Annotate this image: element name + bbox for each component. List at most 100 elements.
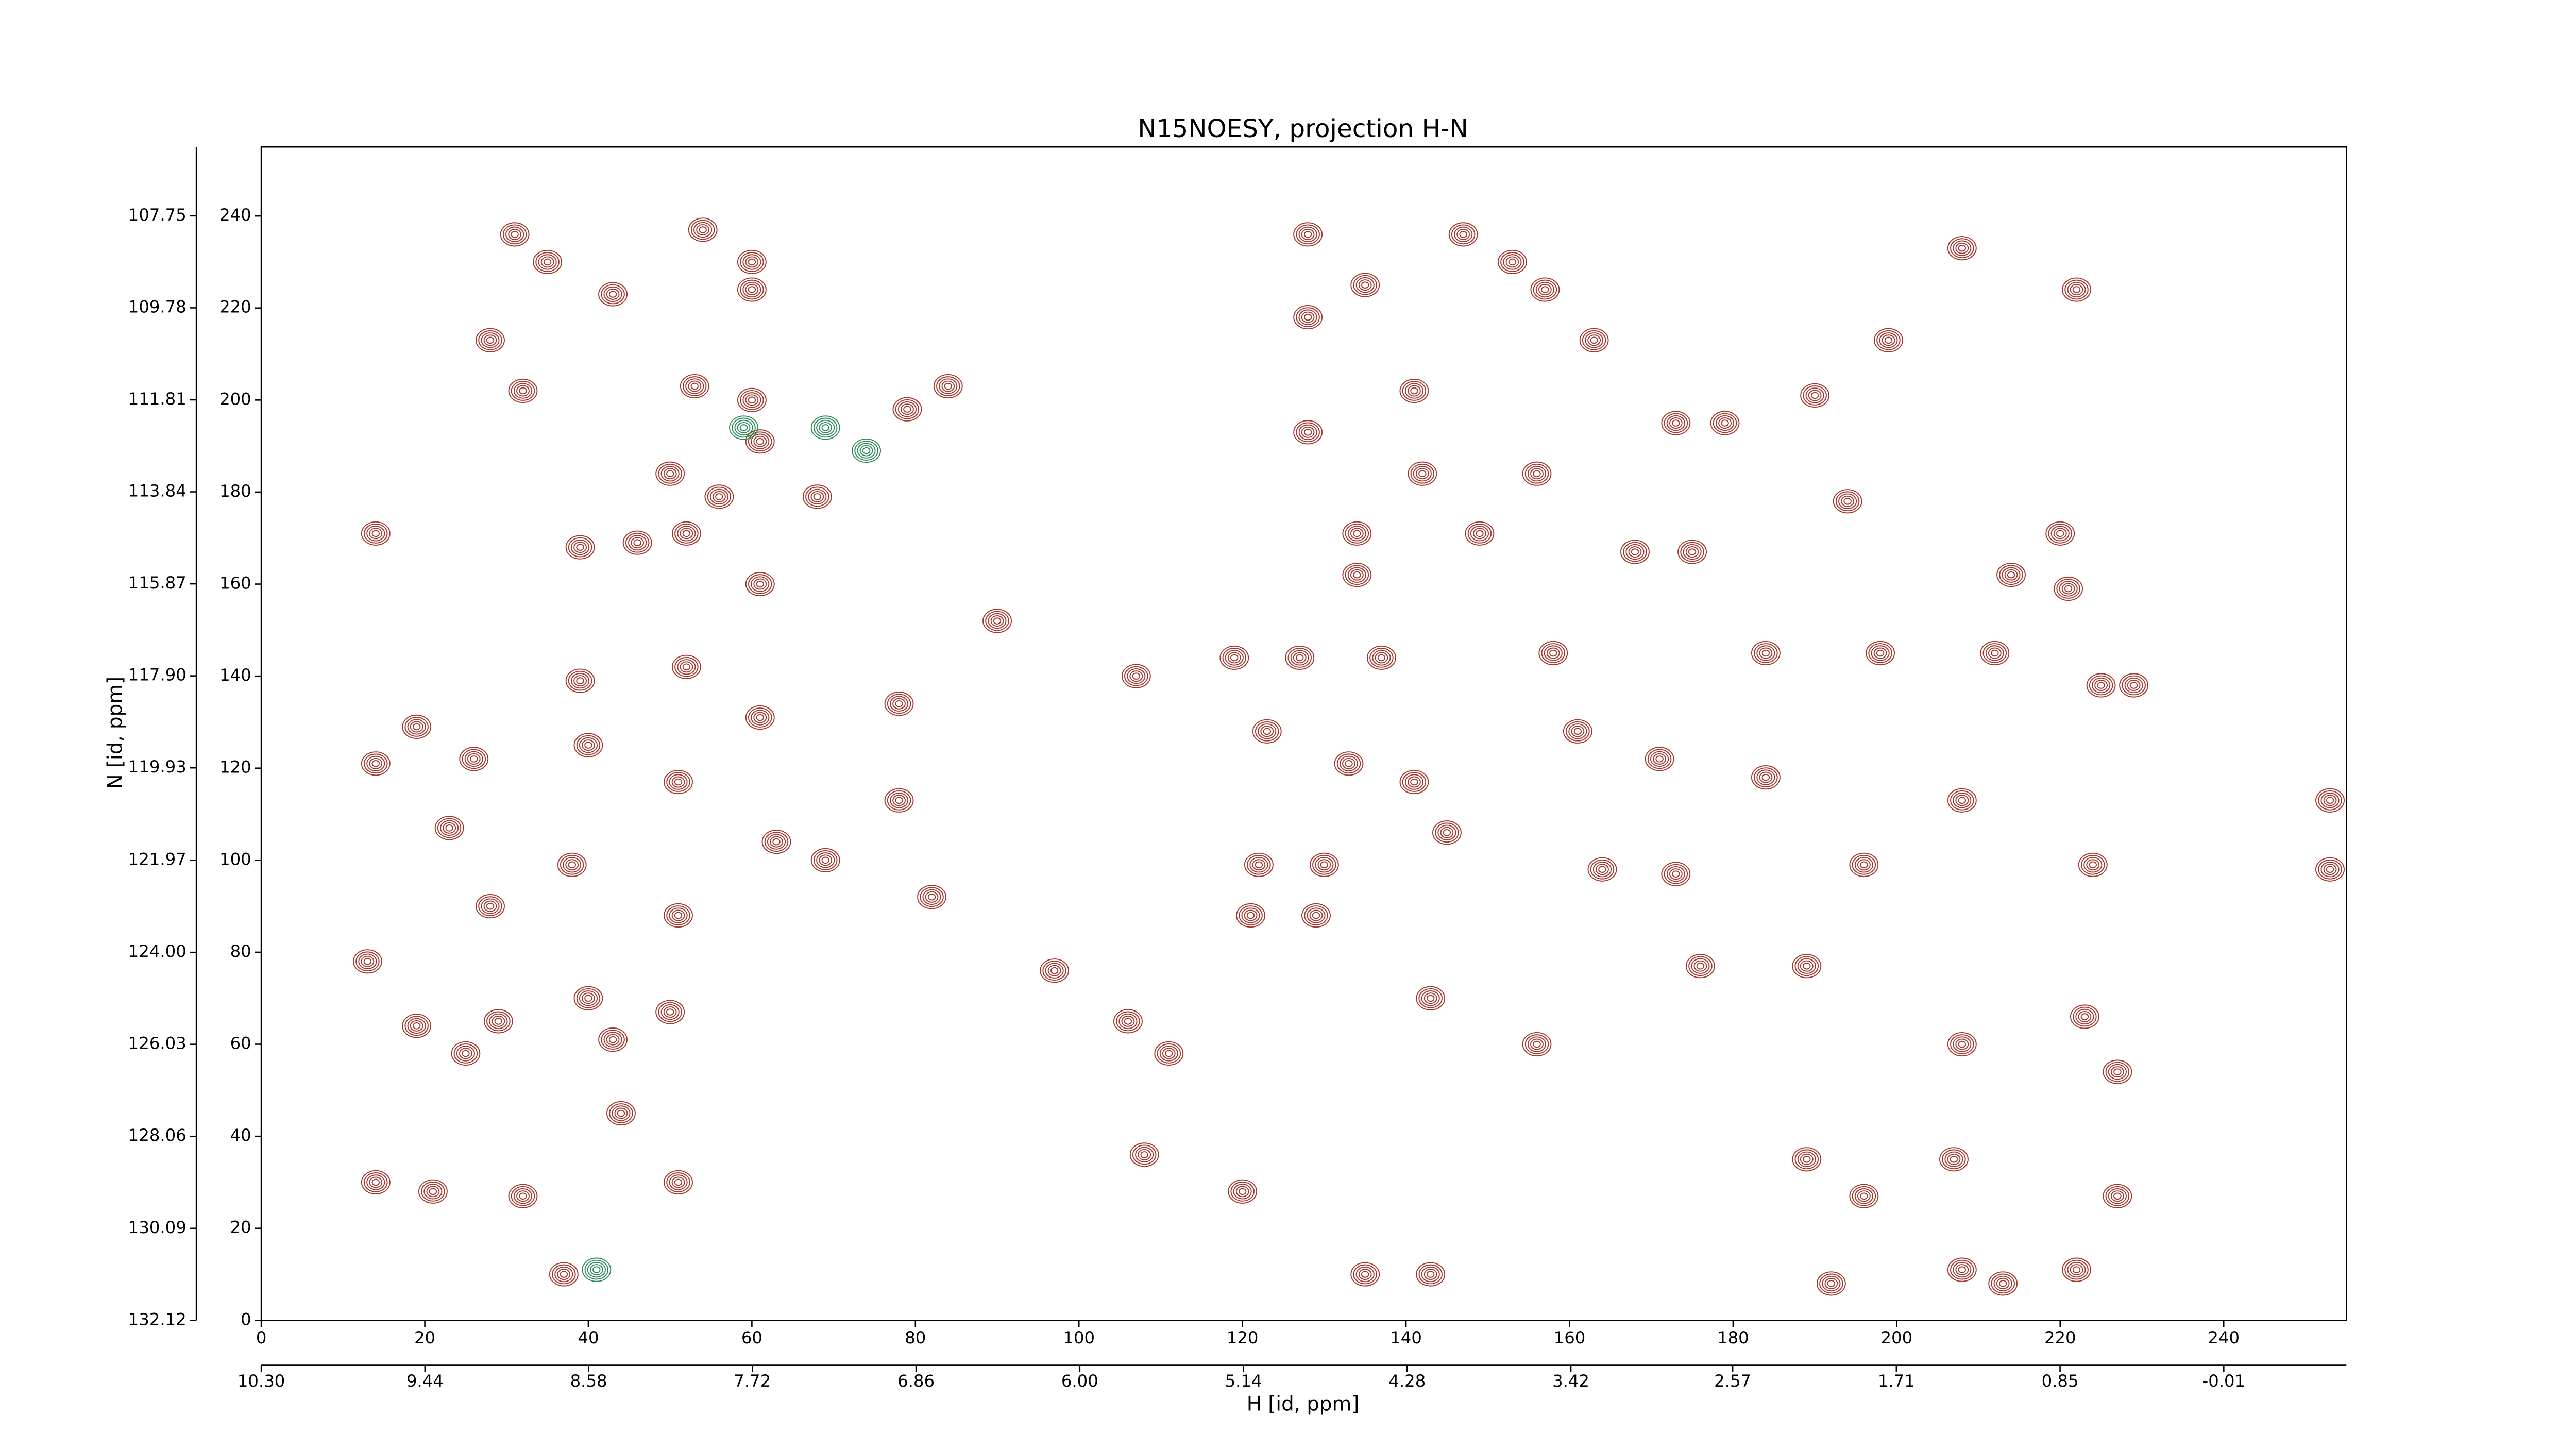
contour-ring	[1309, 909, 1323, 921]
peak	[884, 788, 914, 813]
peak	[745, 429, 775, 454]
peak	[664, 1170, 693, 1195]
contour-ring	[1355, 1266, 1375, 1283]
contour-ring	[1849, 1184, 1879, 1208]
peak	[745, 705, 775, 730]
contour-ring	[2089, 861, 2097, 869]
contour-ring	[1587, 857, 1617, 882]
contour-ring	[598, 282, 628, 307]
contour-ring	[1810, 392, 1819, 399]
contour-ring	[2119, 673, 2149, 698]
contour-ring	[813, 417, 838, 438]
contour-ring	[751, 576, 770, 592]
peak	[549, 1262, 579, 1287]
contour-ring	[456, 1046, 475, 1062]
contour-ring	[570, 539, 590, 555]
peak	[1350, 1262, 1380, 1287]
contour-ring	[745, 705, 775, 730]
contour-ring	[1353, 275, 1377, 295]
contour-ring	[1470, 526, 1489, 542]
y-tick-label: 120	[219, 757, 251, 777]
contour-ring	[737, 277, 767, 302]
contour-ring	[505, 226, 524, 243]
peak	[1040, 958, 1070, 983]
contour-ring	[674, 1178, 683, 1186]
x-tick-label: 200	[1881, 1328, 1913, 1347]
contour-ring	[1500, 252, 1524, 272]
contour-ring	[1838, 493, 1857, 509]
peak	[1661, 411, 1691, 435]
contour-ring	[1293, 652, 1307, 664]
contour-ring	[2129, 682, 2138, 689]
contour-ring	[2007, 571, 2015, 579]
contour-ring	[920, 887, 944, 907]
contour-ring	[742, 254, 761, 270]
contour-ring	[666, 772, 690, 792]
contour-ring	[1661, 411, 1691, 435]
contour-ring	[1854, 857, 1873, 873]
contour-ring	[709, 488, 728, 505]
contour-ring	[2103, 1184, 2132, 1208]
x2-tick-label: 10.30	[238, 1371, 285, 1391]
contour-ring	[1154, 1041, 1184, 1066]
contour-ring	[808, 488, 827, 505]
contour-plot	[353, 217, 2345, 1296]
peak	[459, 747, 489, 771]
contour-ring	[508, 228, 522, 240]
contour-ring	[492, 1015, 505, 1027]
contour-ring	[462, 1050, 470, 1057]
contour-ring	[737, 422, 751, 433]
contour-ring	[1157, 1043, 1181, 1064]
peak	[361, 1170, 391, 1195]
contour-ring	[857, 443, 876, 459]
contour-ring	[1882, 334, 1895, 346]
contour-ring	[2054, 576, 2083, 601]
contour-ring	[1263, 728, 1272, 735]
contour-ring	[609, 1103, 633, 1123]
peak	[982, 609, 1012, 633]
contour-ring	[1939, 1147, 1969, 1172]
contour-ring	[2004, 569, 2018, 581]
contour-ring	[2086, 859, 2100, 871]
contour-ring	[1317, 859, 1331, 871]
contour-ring	[1410, 778, 1418, 786]
contour-ring	[1408, 461, 1437, 486]
peak	[1996, 563, 2026, 587]
contour-ring	[423, 1184, 443, 1200]
peak	[1661, 862, 1691, 886]
contour-ring	[1857, 859, 1871, 871]
contour-ring	[565, 535, 595, 560]
contour-ring	[1751, 641, 1781, 666]
peak	[1833, 489, 1862, 514]
peak	[2315, 788, 2345, 813]
contour-ring	[543, 258, 552, 266]
contour-ring	[1623, 542, 1647, 562]
contour-ring	[1631, 548, 1639, 555]
contour-ring	[1664, 864, 1688, 884]
contour-ring	[680, 661, 693, 673]
contour-ring	[2094, 680, 2108, 691]
contour-ring	[540, 256, 554, 268]
contour-ring	[584, 995, 592, 1002]
contour-ring	[1571, 726, 1585, 737]
contour-ring	[1524, 1034, 1549, 1054]
peak	[671, 521, 701, 546]
contour-ring	[1129, 1142, 1159, 1167]
contour-ring	[576, 988, 601, 1008]
contour-ring	[2113, 1068, 2122, 1075]
contour-ring	[421, 1181, 445, 1202]
contour-ring	[693, 222, 713, 238]
contour-ring	[486, 902, 495, 910]
contour-ring	[1661, 862, 1691, 886]
contour-ring	[1235, 1186, 1249, 1198]
contour-ring	[1285, 645, 1315, 670]
peak	[1800, 383, 1830, 408]
contour-ring	[1691, 958, 1710, 974]
chart-title: N15NOESY, projection H-N	[1138, 114, 1468, 143]
contour-ring	[2108, 1064, 2127, 1080]
peak	[606, 1101, 636, 1126]
contour-ring	[2061, 583, 2075, 595]
contour-ring	[1980, 641, 2010, 666]
peak	[2103, 1059, 2132, 1084]
contour-ring	[1369, 648, 1394, 668]
